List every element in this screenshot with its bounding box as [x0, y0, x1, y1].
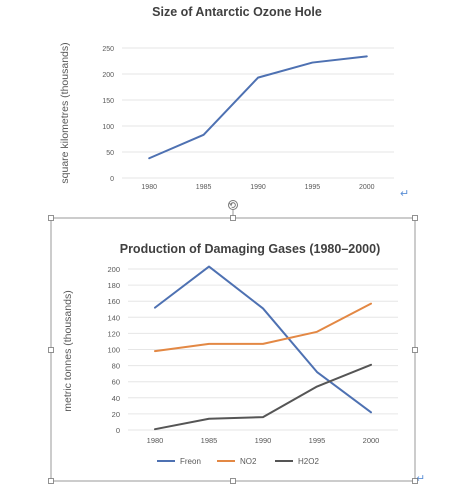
gas-legend: Freon NO2 H2O2: [157, 457, 319, 466]
resize-handle[interactable]: [48, 478, 54, 484]
y-tick-label: 60: [112, 378, 120, 387]
x-tick-label: 1990: [255, 436, 272, 445]
resize-handle[interactable]: [230, 478, 236, 484]
legend-label: NO2: [240, 457, 257, 466]
no2-line: [154, 302, 372, 353]
ozone-y-axis-label: square kilometres (thousands): [59, 42, 71, 183]
ozone-gridlines: [122, 47, 394, 179]
ozone-x-tick-labels: 1980 1985 1990 1995 2000: [141, 184, 374, 191]
x-tick-label: 1995: [309, 436, 326, 445]
x-tick-label: 1980: [147, 436, 164, 445]
resize-handle[interactable]: [230, 215, 236, 221]
y-tick-label: 40: [112, 394, 120, 403]
rotate-icon[interactable]: [228, 200, 238, 210]
resize-handle[interactable]: [48, 215, 54, 221]
legend-label: H2O2: [298, 457, 319, 466]
x-tick-label: 1985: [196, 184, 212, 191]
freon-line: [154, 265, 372, 414]
legend-label: Freon: [180, 457, 201, 466]
resize-handle[interactable]: [412, 215, 418, 221]
y-tick-label: 180: [107, 281, 120, 290]
y-tick-label: 140: [107, 313, 120, 322]
gas-chart-title: Production of Damaging Gases (1980–2000): [120, 242, 381, 256]
y-tick-label: 80: [112, 362, 120, 371]
ozone-y-tick-labels: 0 50 100 150 200 250: [102, 46, 114, 183]
x-tick-label: 1995: [305, 184, 321, 191]
resize-handle[interactable]: [412, 478, 418, 484]
y-tick-label: 120: [107, 329, 120, 338]
ozone-series: [148, 55, 368, 160]
x-tick-label: 1985: [201, 436, 218, 445]
y-tick-label: 0: [110, 176, 114, 183]
ozone-chart-title: Size of Antarctic Ozone Hole: [152, 5, 322, 19]
y-tick-label: 250: [102, 46, 114, 53]
gas-y-axis-label: metric tonnes (thousands): [62, 290, 74, 411]
y-tick-label: 160: [107, 297, 120, 306]
ozone-hole-chart: Size of Antarctic Ozone Hole 0 50 100 150 20…: [59, 5, 394, 191]
x-tick-label: 1990: [250, 184, 266, 191]
x-tick-label: 2000: [363, 436, 380, 445]
y-tick-label: 150: [102, 98, 114, 105]
y-tick-label: 100: [102, 124, 114, 131]
x-tick-label: 2000: [359, 184, 375, 191]
paragraph-mark-icon: ↵: [400, 188, 409, 200]
y-tick-label: 20: [112, 410, 120, 419]
resize-handle[interactable]: [412, 347, 418, 353]
h2o2-line: [154, 363, 372, 431]
resize-handle[interactable]: [48, 347, 54, 353]
y-tick-label: 0: [116, 426, 120, 435]
y-tick-label: 50: [106, 150, 114, 157]
ozone-size-line: [148, 55, 368, 160]
gas-production-chart: Production of Damaging Gases (1980–2000)…: [62, 242, 398, 466]
gas-series: [154, 265, 372, 431]
gas-gridlines: [128, 268, 398, 431]
resize-handles[interactable]: [48, 215, 418, 484]
y-tick-label: 200: [107, 265, 120, 274]
x-tick-label: 1980: [141, 184, 157, 191]
y-tick-label: 200: [102, 72, 114, 79]
paragraph-mark-icon: ↵: [416, 473, 425, 485]
y-tick-label: 100: [107, 346, 120, 355]
gas-x-tick-labels: 1980 1985 1990 1995 2000: [147, 436, 380, 445]
gas-y-tick-labels: 0 20 40 60 80 100 120 140 160 180 200: [107, 265, 120, 435]
